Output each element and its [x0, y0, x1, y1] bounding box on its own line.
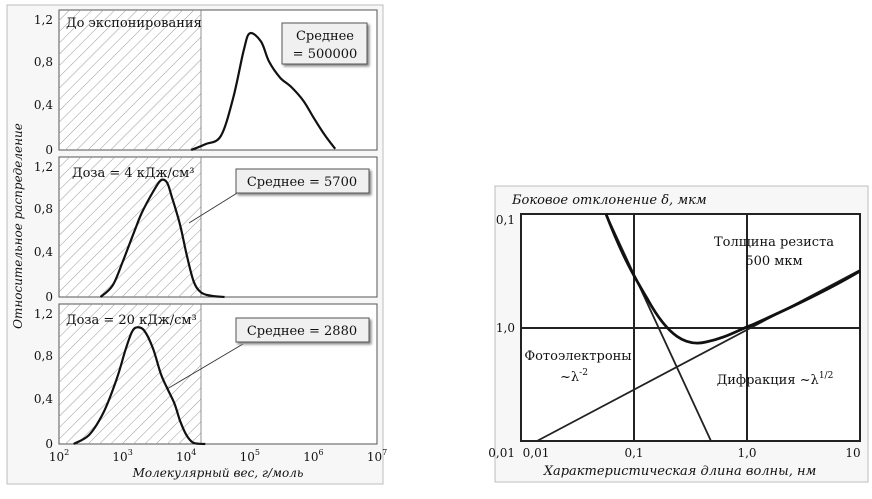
right-x-axis-label: Характеристическая длина волны, нм — [543, 464, 817, 479]
diffraction-law: Дифракция ~λ1/2 — [717, 371, 834, 388]
panel-1-hatched-region — [59, 10, 201, 150]
x-tick-base: 10 — [367, 450, 382, 464]
panel-1-ytick-1-2: 1,2 — [34, 13, 53, 27]
x-tick-label: 104 — [176, 448, 196, 464]
diffraction-law-exponent: 1/2 — [819, 371, 833, 381]
right-ytick-0-1: 0,1 — [496, 213, 515, 227]
panel-before-exposure: До экспонирования Среднее = 500000 1,2 0… — [34, 9, 378, 157]
x-axis-ticks: 102 103 104 105 106 107 — [49, 448, 387, 464]
panel-3-ytick-0: 0 — [45, 437, 53, 451]
panel-3-label: Доза = 20 кДж/см³ — [66, 313, 197, 328]
x-tick-label: 102 — [49, 448, 69, 464]
panel-2-y-ticks: 1,2 0,8 0,4 0 — [34, 160, 53, 304]
right-xtick-0-01: 0,01 — [523, 446, 550, 460]
x-tick-label: 107 — [367, 448, 387, 464]
photoelectrons-label: Фотоэлектроны — [524, 349, 631, 364]
panel-2-ytick-0-8: 0,8 — [34, 202, 53, 216]
right-ytick-1-0: 1,0 — [496, 321, 515, 335]
right-xtick-1-0: 1,0 — [737, 446, 756, 460]
panel-2-label: Доза = 4 кДж/см³ — [72, 166, 194, 181]
molecular-weight-distribution-chart: Относительное распределение До экспониро… — [6, 4, 387, 485]
x-tick-base: 10 — [112, 450, 127, 464]
x-tick-exponent: 7 — [382, 448, 387, 457]
panel-3-mean-callout — [235, 317, 370, 343]
panel-3-y-ticks: 1,2 0,8 0,4 0 — [34, 307, 53, 451]
x-tick-label: 105 — [240, 448, 260, 464]
panel-1-y-ticks: 1,2 0,8 0,4 0 — [34, 13, 53, 157]
panel-1-mean-line-1: Среднее — [296, 29, 354, 44]
photoelectrons-law-exponent: -2 — [579, 368, 588, 378]
right-chart-title: Боковое отклонение δ, мкм — [511, 193, 707, 208]
x-tick-exponent: 6 — [318, 448, 323, 457]
panel-2-ytick-1-2: 1,2 — [34, 160, 53, 174]
panel-2-distribution-curve — [99, 178, 225, 299]
panel-1-ytick-0: 0 — [45, 143, 53, 157]
panel-dose-20: Доза = 20 кДж/см³ Среднее = 2880 1,2 0,8… — [34, 303, 378, 451]
x-tick-exponent: 2 — [64, 448, 69, 457]
panel-2-ytick-0: 0 — [45, 290, 53, 304]
panel-3-mean-text: Среднее = 2880 — [247, 324, 357, 339]
y-axis-label: Относительное распределение — [11, 123, 25, 329]
x-tick-base: 10 — [176, 450, 191, 464]
panel-2-mean-callout — [235, 168, 370, 194]
panel-3-hatched-region — [59, 304, 201, 444]
panel-1-mean-line-2: = 500000 — [293, 47, 358, 62]
x-tick-base: 10 — [240, 450, 255, 464]
panel-2-mean-text: Среднее = 5700 — [247, 175, 357, 190]
photoelectrons-law-base: ~λ — [560, 370, 579, 385]
panel-3-callout-leader — [166, 343, 244, 390]
x-tick-base: 10 — [303, 450, 318, 464]
diffraction-law-base: Дифракция ~λ — [717, 373, 819, 388]
panel-1-ytick-0-4: 0,4 — [34, 98, 53, 112]
panel-3-distribution-curve — [73, 326, 206, 446]
panel-3-ytick-0-4: 0,4 — [34, 392, 53, 406]
x-tick-exponent: 5 — [255, 448, 260, 457]
x-tick-label: 106 — [303, 448, 323, 464]
panel-1-ytick-0-8: 0,8 — [34, 55, 53, 69]
x-axis-label: Молекулярный вес, г/моль — [132, 466, 304, 480]
right-ytick-0-01: 0,01 — [488, 446, 515, 460]
panel-1-mean-callout — [281, 22, 368, 65]
right-xtick-10: 10 — [845, 446, 860, 460]
panel-3-ytick-0-8: 0,8 — [34, 349, 53, 363]
panel-dose-4: Доза = 4 кДж/см³ Среднее = 5700 1,2 0,8 … — [34, 156, 378, 304]
panel-3-ytick-1-2: 1,2 — [34, 307, 53, 321]
x-tick-exponent: 4 — [191, 448, 196, 457]
x-tick-label: 103 — [112, 448, 132, 464]
panel-2-hatched-region — [59, 157, 201, 297]
resist-thickness-label-2: 500 мкм — [745, 254, 802, 269]
panel-1-distribution-curve — [190, 31, 337, 152]
panel-1-label: До экспонирования — [66, 16, 202, 31]
right-xtick-0-1: 0,1 — [624, 446, 643, 460]
total-deviation-curve — [604, 213, 861, 345]
x-tick-exponent: 3 — [128, 448, 133, 457]
panel-2-ytick-0-4: 0,4 — [34, 245, 53, 259]
photoelectrons-law: ~λ-2 — [560, 368, 588, 385]
x-tick-base: 10 — [49, 450, 64, 464]
panel-2-callout-leader — [188, 189, 243, 224]
lateral-deviation-chart: Боковое отклонение δ, мкм 0,1 1,0 0,01 0… — [488, 185, 869, 483]
resist-thickness-label-1: Толщина резиста — [714, 235, 834, 250]
